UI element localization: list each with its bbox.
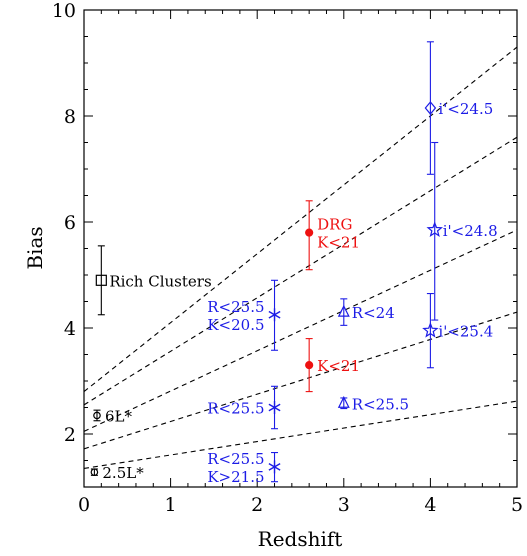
x-tick-label: 4 [424, 494, 436, 516]
point-label: i'<25.4 [438, 323, 493, 341]
dot-marker [306, 362, 313, 369]
y-axis-label: Bias [23, 226, 47, 269]
y-tick-label: 6 [64, 212, 76, 234]
point-label: R<25.5 [352, 395, 409, 413]
series-8: R<25.5K>21.5 [207, 450, 280, 486]
point-label: K<21 [317, 357, 360, 375]
point-label: 2.5L* [102, 464, 144, 482]
series-13: i'<25.4 [424, 294, 494, 368]
data-points: Rich Clusters6L*2.5L*DRGK<21K<21R<25.5K<… [91, 42, 498, 486]
x-tick-label: 1 [165, 494, 177, 516]
series-9: R<24 [339, 299, 395, 326]
y-tick-label: 4 [64, 318, 76, 340]
point-label: DRG [317, 216, 352, 234]
point-label: R<25.5 [207, 450, 264, 468]
x-tick-label: 3 [338, 494, 350, 516]
trend-line-2 [84, 137, 517, 405]
point-label: R<25.5 [207, 298, 264, 316]
plot-frame [84, 10, 517, 487]
point-label: K>21.5 [207, 468, 264, 486]
point-label: i'<24.5 [438, 100, 493, 118]
series-1: Rich Clusters [96, 246, 211, 315]
point-label: Rich Clusters [109, 272, 211, 290]
y-tick-label: 10 [52, 0, 76, 22]
point-label: R<25.5 [207, 400, 264, 418]
y-tick-label: 8 [64, 106, 76, 128]
series-2: 6L* [93, 407, 132, 425]
series-10: R<25.5 [339, 395, 409, 413]
x-axis-label: Redshift [258, 527, 343, 551]
x-tick-label: 2 [251, 494, 263, 516]
dot-marker [306, 229, 313, 236]
point-label: i'<24.8 [443, 222, 498, 240]
trend-line-5 [84, 401, 517, 468]
axis-ticks: 0 1 2 3 4 5 2 4 6 8 10 [52, 0, 523, 516]
series-7: R<25.5 [207, 386, 280, 428]
point-label: K<21 [317, 234, 360, 252]
series-11: i'<24.5 [425, 42, 493, 175]
point-label: K<20.5 [207, 316, 264, 334]
y-tick-label: 2 [64, 424, 76, 446]
point-label: 6L* [105, 407, 133, 425]
point-label: R<24 [352, 304, 395, 322]
series-3: 2.5L* [91, 464, 144, 482]
x-tick-label: 0 [78, 494, 90, 516]
series-5: K<21 [306, 339, 360, 392]
series-12: i'<24.8 [428, 143, 498, 321]
x-tick-label: 5 [511, 494, 523, 516]
